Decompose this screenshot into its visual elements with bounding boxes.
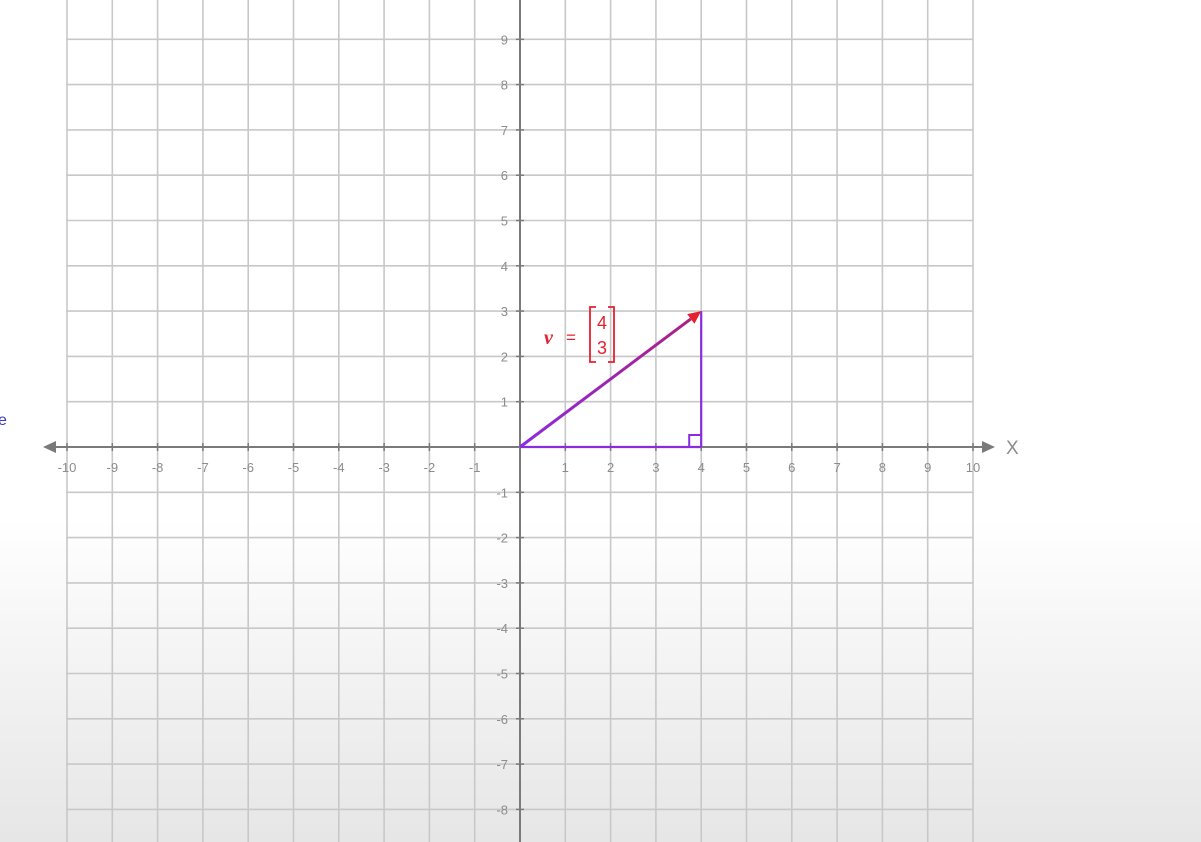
x-tick-label: -5 (288, 460, 300, 475)
vector-triangle (519, 311, 703, 449)
vector-arrowhead (687, 311, 702, 324)
y-tick-label: 1 (501, 395, 508, 410)
y-tick-label: 8 (501, 78, 508, 93)
right-bracket (608, 306, 615, 363)
x-axis-right-arrow (982, 441, 995, 453)
right-angle-marker (688, 434, 702, 447)
y-tick-label: -3 (496, 576, 508, 591)
y-tick-label: 9 (501, 32, 508, 47)
left-bracket (589, 306, 596, 363)
y-tick-label: 6 (501, 168, 508, 183)
x-tick-label: 3 (652, 460, 659, 475)
x-tick-label: 5 (743, 460, 750, 475)
x-tick-label: 1 (562, 460, 569, 475)
x-tick-label: -1 (469, 460, 481, 475)
y-tick-label: -6 (496, 712, 508, 727)
vector-component-x: 4 (597, 313, 607, 333)
cropped-left-text: e (0, 412, 7, 429)
tick-labels: -10 -9 -8 -7 -6 -5 -4 -3 -2 -1 1 2 3 4 5 6 7 8 9 10 9 8 7 6 5 4 3 2… (58, 32, 981, 817)
x-tick-label: 8 (879, 460, 886, 475)
axes: X (43, 0, 1019, 842)
y-tick-label: 5 (501, 214, 508, 229)
x-tick-label: 7 (833, 460, 840, 475)
x-tick-label: -9 (107, 460, 119, 475)
x-tick-label: -2 (424, 460, 436, 475)
y-tick-label: -7 (496, 757, 508, 772)
y-tick-label: 4 (501, 259, 508, 274)
y-tick-label: -8 (496, 802, 508, 817)
x-tick-label: 10 (966, 460, 980, 475)
y-tick-label: -1 (496, 485, 508, 500)
x-tick-label: -8 (152, 460, 164, 475)
y-tick-label: -5 (496, 667, 508, 682)
vector-name: v (544, 327, 554, 349)
x-tick-label: -7 (197, 460, 209, 475)
vector-component-y: 3 (597, 338, 607, 358)
x-axis-left-arrow (43, 441, 56, 453)
x-tick-label: 9 (924, 460, 931, 475)
y-tick-label: 2 (501, 349, 508, 364)
x-tick-label: 6 (788, 460, 795, 475)
x-tick-label: -3 (378, 460, 390, 475)
x-tick-label: -4 (333, 460, 345, 475)
x-tick-label: 4 (698, 460, 705, 475)
y-tick-label: 7 (501, 123, 508, 138)
x-tick-label: -6 (242, 460, 254, 475)
vector-label: v = 4 3 (544, 306, 615, 363)
y-tick-label: -4 (496, 621, 508, 636)
x-axis-label: X (1006, 438, 1019, 459)
vector-equals: = (566, 328, 576, 347)
y-tick-label: 3 (501, 304, 508, 319)
y-tick-label: -2 (496, 531, 508, 546)
x-tick-label: -10 (58, 460, 77, 475)
vector-line (519, 317, 692, 449)
x-tick-label: 2 (607, 460, 614, 475)
